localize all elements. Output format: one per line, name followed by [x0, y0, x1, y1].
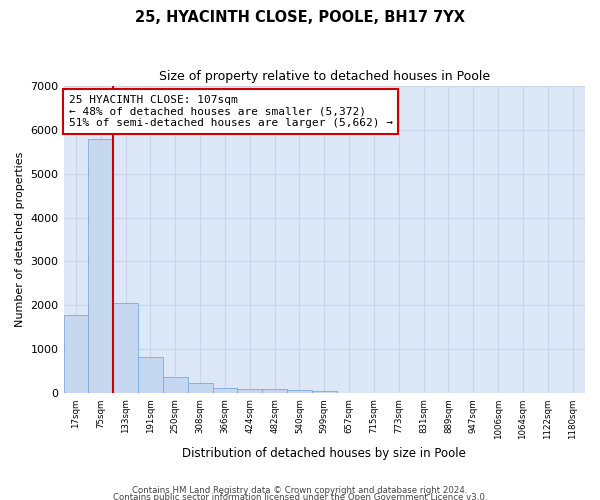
- Bar: [113, 304, 138, 394]
- Title: Size of property relative to detached houses in Poole: Size of property relative to detached ho…: [159, 70, 490, 83]
- Text: Contains public sector information licensed under the Open Government Licence v3: Contains public sector information licen…: [113, 494, 487, 500]
- Bar: [64, 315, 88, 394]
- Text: 25 HYACINTH CLOSE: 107sqm
← 48% of detached houses are smaller (5,372)
51% of se: 25 HYACINTH CLOSE: 107sqm ← 48% of detac…: [69, 95, 393, 128]
- Text: 25, HYACINTH CLOSE, POOLE, BH17 7YX: 25, HYACINTH CLOSE, POOLE, BH17 7YX: [135, 10, 465, 25]
- Bar: [262, 390, 287, 394]
- Bar: [312, 390, 337, 394]
- Bar: [212, 388, 238, 394]
- Bar: [88, 139, 113, 394]
- X-axis label: Distribution of detached houses by size in Poole: Distribution of detached houses by size …: [182, 447, 466, 460]
- Bar: [138, 358, 163, 394]
- Bar: [287, 390, 312, 394]
- Bar: [188, 384, 212, 394]
- Text: Contains HM Land Registry data © Crown copyright and database right 2024.: Contains HM Land Registry data © Crown c…: [132, 486, 468, 495]
- Bar: [163, 377, 188, 394]
- Y-axis label: Number of detached properties: Number of detached properties: [15, 152, 25, 327]
- Bar: [238, 388, 262, 394]
